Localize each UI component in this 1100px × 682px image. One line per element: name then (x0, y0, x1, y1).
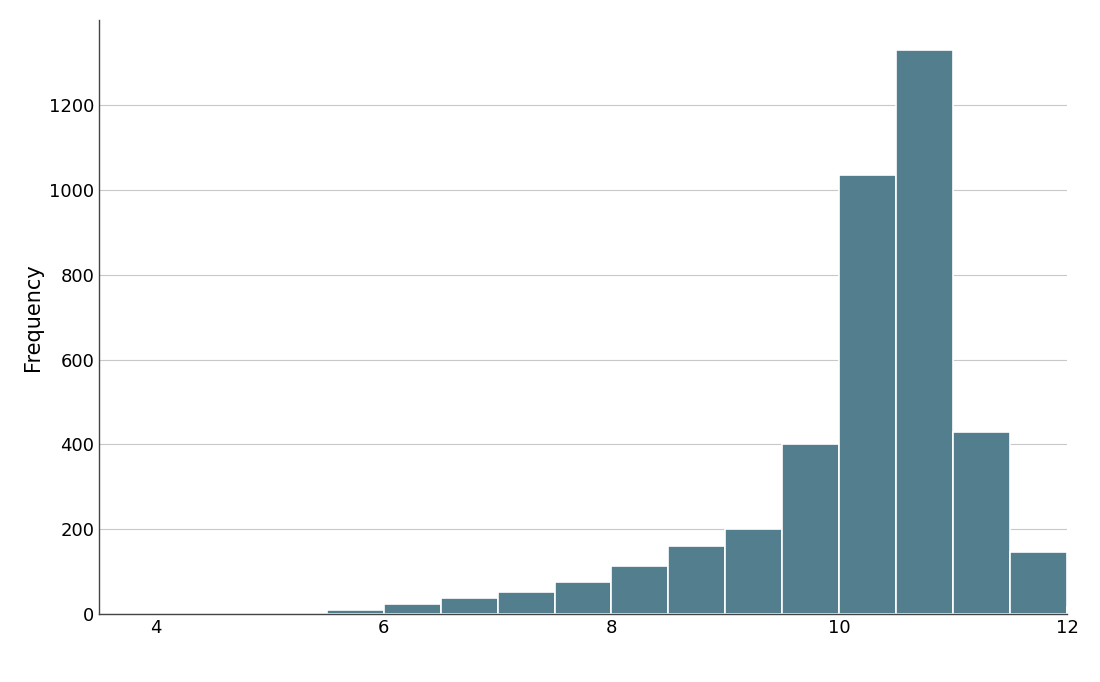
Bar (1010, 552, 1067, 614)
Bar (554, 582, 612, 614)
Bar (327, 610, 384, 614)
Bar (669, 546, 725, 614)
Bar (896, 50, 953, 614)
Bar (782, 444, 839, 614)
Bar (612, 566, 669, 614)
Bar (1067, 608, 1100, 614)
Bar (441, 597, 497, 614)
Bar (497, 592, 554, 614)
Bar (839, 175, 896, 614)
Bar (384, 604, 441, 614)
Bar (725, 529, 782, 614)
Bar (953, 432, 1010, 614)
Y-axis label: Frequency: Frequency (23, 263, 43, 371)
